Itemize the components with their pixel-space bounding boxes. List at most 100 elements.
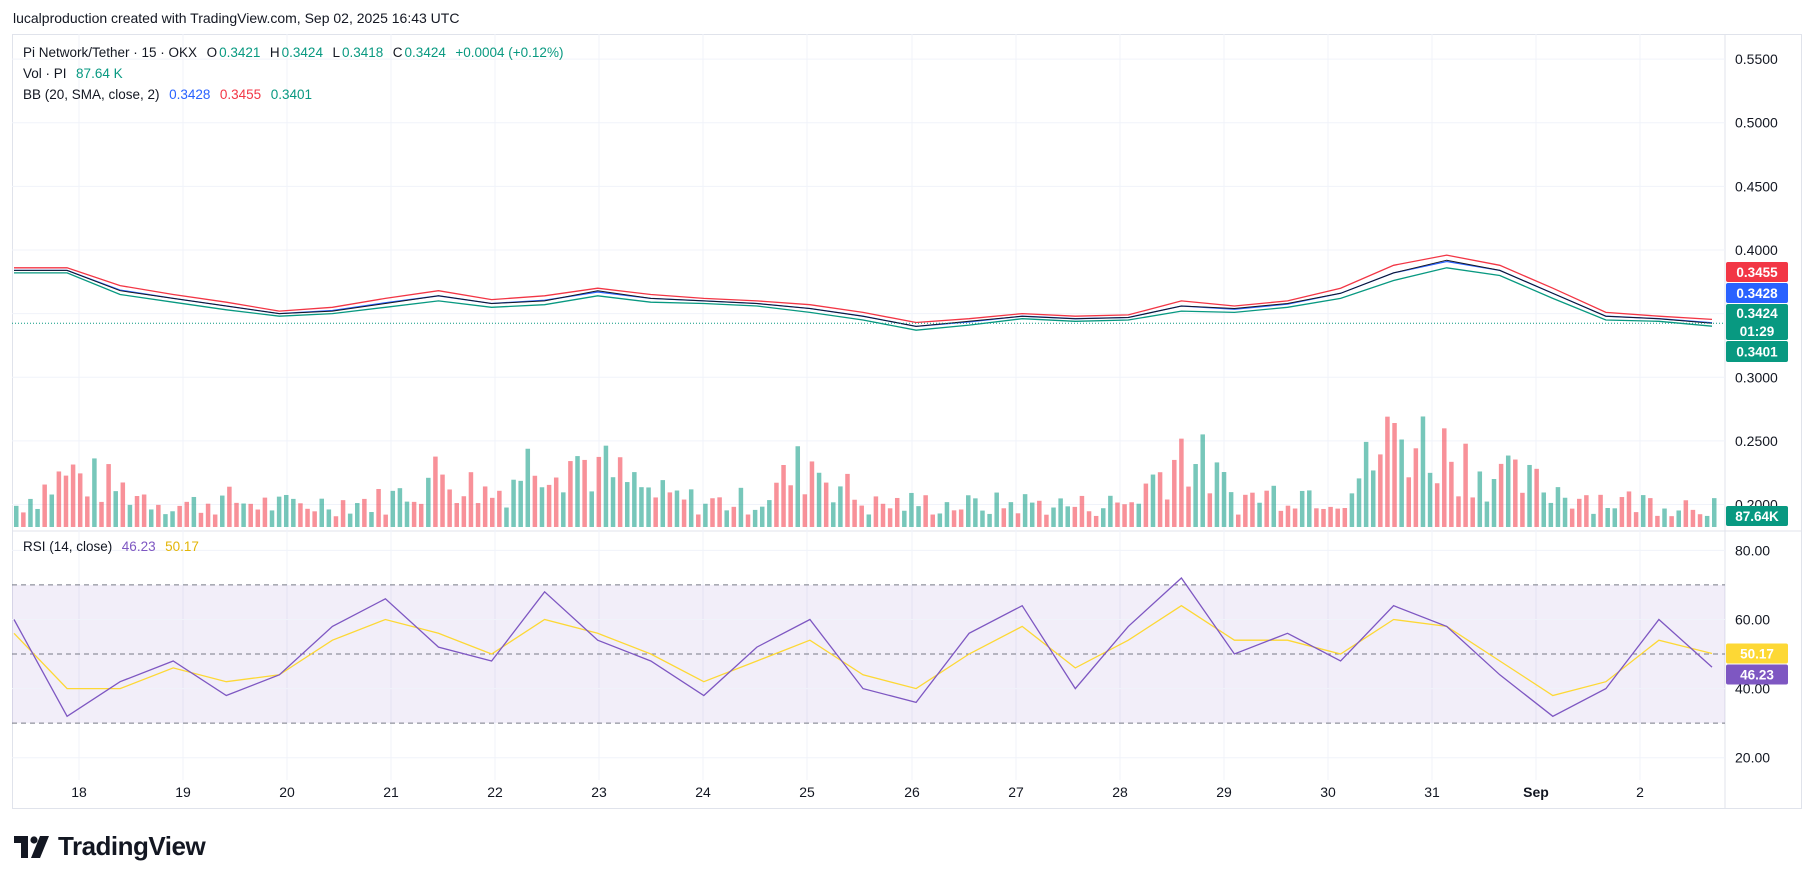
volume-bar — [752, 509, 758, 527]
volume-bar — [234, 502, 239, 527]
volume-bar — [951, 510, 957, 527]
volume-label[interactable]: Vol · PI — [23, 66, 67, 81]
volume-bar — [1591, 513, 1596, 527]
chart-frame[interactable] — [12, 34, 1802, 809]
volume-bar — [1690, 509, 1696, 527]
volume-bar — [1605, 508, 1610, 527]
volume-bar — [546, 484, 552, 527]
volume-bar — [596, 456, 602, 527]
volume-bar — [1328, 506, 1333, 527]
time-axis-label: 29 — [1216, 784, 1232, 800]
volume-bar — [696, 514, 701, 527]
volume-bar — [362, 498, 367, 527]
bb-label[interactable]: BB (20, SMA, close, 2) — [23, 87, 160, 102]
volume-bar — [973, 498, 978, 527]
price-axis-label: 0.5500 — [1735, 51, 1778, 67]
volume-bar — [1534, 468, 1539, 527]
volume-bar — [170, 511, 175, 527]
volume-bar — [1427, 472, 1433, 527]
volume-bar — [816, 472, 822, 527]
volume-bar — [717, 497, 722, 527]
volume-bar — [1413, 448, 1419, 527]
volume-bar — [1633, 512, 1639, 527]
symbol-title[interactable]: Pi Network/Tether · 15 · OKX — [23, 45, 198, 60]
volume-bar — [1683, 500, 1689, 527]
volume-bar — [433, 456, 438, 527]
time-axis-label: 26 — [904, 784, 920, 800]
volume-bar — [1271, 485, 1277, 527]
rsi-axis-label: 80.00 — [1735, 542, 1770, 558]
volume-bar — [1172, 459, 1177, 527]
volume-bar — [191, 496, 197, 527]
rsi-ma-tag: 50.17 — [1740, 646, 1774, 661]
volume-bar — [440, 474, 445, 527]
volume-bar — [326, 509, 332, 527]
volume-bar — [788, 485, 793, 527]
volume-bar — [1250, 492, 1255, 527]
volume-bar — [262, 497, 268, 527]
volume-bar — [1321, 508, 1326, 527]
volume-bar — [163, 514, 168, 527]
volume-bar — [347, 513, 353, 527]
tradingview-logo-icon — [14, 835, 49, 858]
volume-bar — [1101, 508, 1106, 527]
volume-bar — [1193, 464, 1198, 527]
volume-bar — [1065, 506, 1070, 527]
volume-bar — [1648, 498, 1653, 527]
volume-bar — [198, 512, 204, 527]
volume-bar — [873, 496, 879, 527]
rsi-label[interactable]: RSI (14, close) — [23, 539, 113, 554]
volume-bar — [575, 456, 580, 527]
volume-bar — [1086, 511, 1092, 527]
volume-bar — [63, 475, 69, 527]
volume-bar — [539, 487, 545, 527]
volume-bar — [1640, 495, 1646, 527]
volume-bar — [99, 501, 104, 527]
volume-bar — [49, 494, 55, 527]
bb-lower-tag: 0.3401 — [1736, 345, 1778, 360]
bb-upper-value: 0.3455 — [219, 87, 262, 102]
volume-bar — [1044, 514, 1049, 527]
volume-bar — [212, 514, 218, 527]
volume-bar — [880, 503, 886, 527]
tradingview-logo[interactable]: TradingView — [14, 831, 206, 862]
volume-bar — [610, 477, 616, 527]
volume-bar — [1285, 505, 1291, 527]
volume-bar — [1548, 502, 1554, 527]
volume-bar — [1207, 493, 1213, 527]
volume-bar — [1520, 492, 1525, 527]
volume-bar — [688, 489, 694, 527]
volume-bar — [1676, 510, 1681, 527]
volume-bar — [710, 498, 715, 527]
volume-bar — [823, 482, 829, 527]
volume-bar — [220, 495, 225, 527]
volume-bar — [177, 505, 182, 527]
volume-bar — [802, 494, 808, 527]
volume-bar — [653, 497, 658, 527]
volume-bar — [603, 445, 609, 527]
bb-lower-value: 0.3401 — [270, 87, 312, 102]
rsi-legend[interactable]: RSI (14, close) 46.23 50.17 — [23, 539, 201, 554]
symbol-legend[interactable]: Pi Network/Tether · 15 · OKX O 0.3421 H 0.… — [23, 45, 565, 60]
volume-bar — [1186, 486, 1191, 527]
volume-bar — [795, 446, 801, 527]
volume-bar — [1598, 494, 1603, 527]
volume-bar — [77, 473, 83, 527]
volume-bar — [1015, 513, 1021, 527]
volume-bar — [21, 512, 26, 527]
rsi-value: 46.23 — [121, 539, 156, 554]
volume-bar — [1221, 472, 1227, 527]
close-label: C — [392, 45, 403, 60]
volume-bar — [1129, 502, 1134, 527]
volume-bar — [1200, 434, 1205, 527]
volume-bar — [340, 500, 346, 527]
volume-bar — [1051, 507, 1056, 527]
volume-bar — [227, 486, 232, 527]
volume-bar — [767, 500, 772, 527]
volume-legend[interactable]: Vol · PI 87.64 K — [23, 66, 125, 81]
volume-bar — [1626, 491, 1632, 527]
volume-bar — [894, 497, 900, 527]
bb-legend[interactable]: BB (20, SMA, close, 2) 0.3428 0.3455 0.3… — [23, 87, 314, 102]
volume-bar — [617, 457, 623, 527]
